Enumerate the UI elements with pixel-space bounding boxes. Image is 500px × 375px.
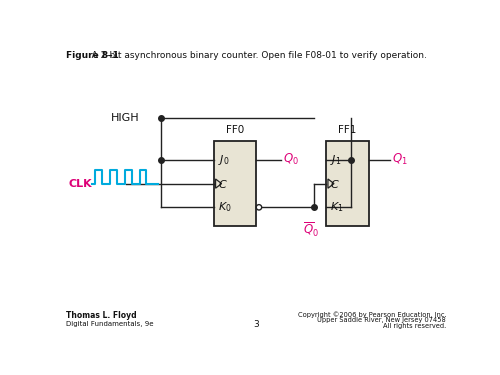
- Text: All rights reserved.: All rights reserved.: [383, 323, 446, 329]
- Text: Figure 8–1: Figure 8–1: [66, 51, 120, 60]
- Text: CLK: CLK: [68, 178, 92, 189]
- Text: 3: 3: [254, 320, 259, 328]
- Text: $C$: $C$: [218, 178, 227, 190]
- Text: Upper Saddle River, New Jersey 07458: Upper Saddle River, New Jersey 07458: [318, 317, 446, 323]
- Text: A 2-bit asynchronous binary counter. Open file F08-01 to verify operation.: A 2-bit asynchronous binary counter. Ope…: [82, 51, 426, 60]
- Text: FF1: FF1: [338, 126, 356, 135]
- Text: $K_0$: $K_0$: [218, 200, 231, 214]
- Text: Digital Fundamentals, 9e: Digital Fundamentals, 9e: [66, 321, 154, 327]
- Text: Thomas L. Floyd: Thomas L. Floyd: [66, 311, 137, 320]
- Text: $J_0$: $J_0$: [218, 153, 229, 167]
- Text: $Q_0$: $Q_0$: [284, 152, 299, 167]
- Text: $Q_1$: $Q_1$: [392, 152, 407, 167]
- Text: FF0: FF0: [226, 126, 244, 135]
- Text: $\overline{Q}_0$: $\overline{Q}_0$: [302, 221, 318, 239]
- Text: $K_1$: $K_1$: [330, 200, 344, 214]
- Bar: [214, 141, 256, 226]
- Text: $J_1$: $J_1$: [330, 153, 341, 167]
- Text: $C$: $C$: [330, 178, 340, 190]
- Bar: [326, 141, 368, 226]
- Text: HIGH: HIGH: [112, 113, 140, 123]
- Text: Copyright ©2006 by Pearson Education, Inc.: Copyright ©2006 by Pearson Education, In…: [298, 311, 446, 318]
